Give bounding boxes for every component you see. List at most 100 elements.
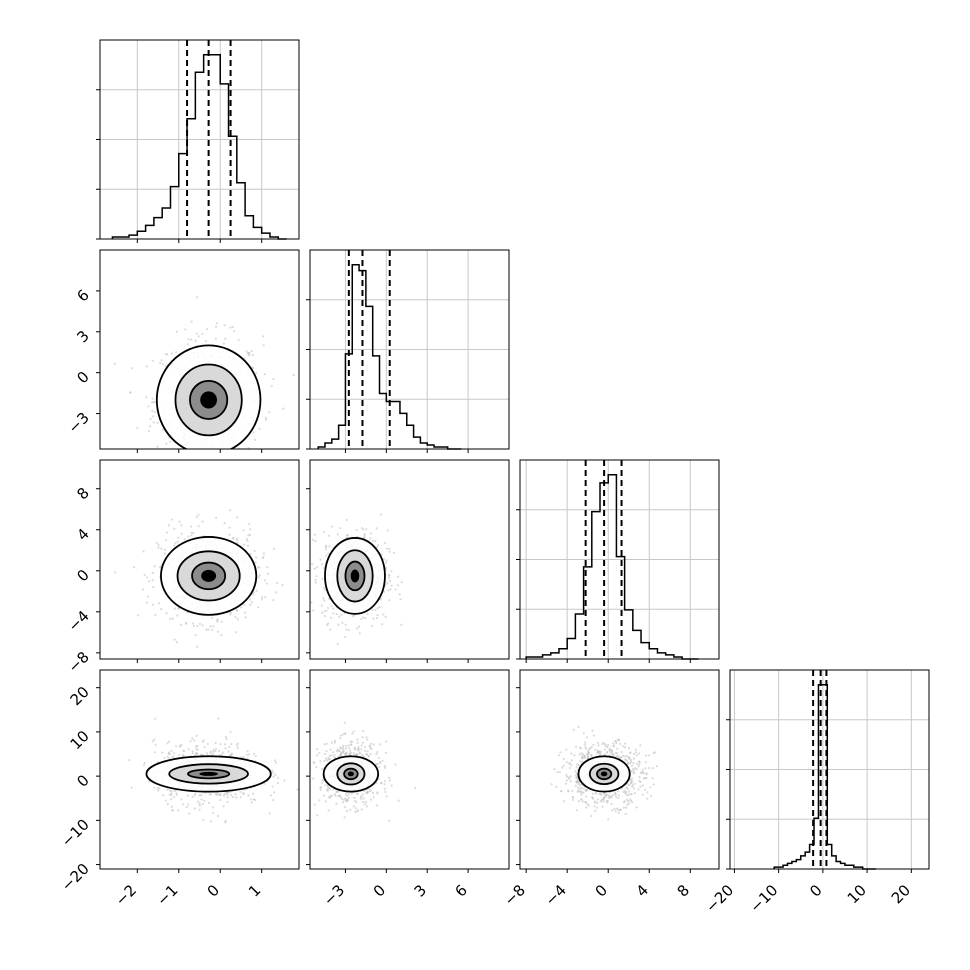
scatter-area-3-2 bbox=[550, 725, 658, 821]
sample-point bbox=[580, 798, 583, 801]
sample-point bbox=[366, 750, 369, 753]
sample-point bbox=[571, 789, 574, 793]
sample-point bbox=[252, 798, 256, 801]
sample-point bbox=[132, 565, 136, 569]
sample-point bbox=[292, 373, 295, 377]
histogram-0 bbox=[111, 53, 287, 240]
sample-point bbox=[194, 792, 197, 795]
sample-point bbox=[201, 803, 204, 806]
sample-point bbox=[222, 457, 224, 459]
y-tick-label: 3 bbox=[73, 327, 92, 346]
sample-point bbox=[231, 795, 234, 799]
sample-point bbox=[211, 811, 215, 815]
sample-point bbox=[569, 775, 572, 778]
sample-point bbox=[274, 773, 277, 777]
sample-point bbox=[352, 805, 355, 808]
sample-point bbox=[343, 816, 346, 819]
sample-point bbox=[258, 574, 261, 577]
sample-point bbox=[553, 768, 556, 771]
sample-point bbox=[313, 567, 316, 570]
sample-point bbox=[633, 792, 637, 795]
sample-point bbox=[218, 749, 221, 753]
y-tick-label: −4 bbox=[64, 607, 92, 635]
sample-point bbox=[643, 788, 647, 791]
sample-point bbox=[227, 750, 230, 753]
sample-point bbox=[152, 421, 155, 424]
sample-point bbox=[172, 756, 175, 759]
sample-point bbox=[202, 488, 204, 490]
sample-point bbox=[607, 796, 611, 799]
panel-3-3: −20 −10 0 10 20 bbox=[702, 669, 930, 916]
sample-point bbox=[360, 748, 363, 751]
sample-point bbox=[630, 781, 633, 785]
sample-point bbox=[362, 797, 365, 800]
x-tick-label: −3 bbox=[320, 881, 348, 909]
sample-point bbox=[339, 734, 343, 737]
sample-point bbox=[248, 533, 251, 536]
y-tick-label: −20 bbox=[58, 860, 93, 895]
sample-point bbox=[574, 745, 578, 748]
sample-point bbox=[175, 745, 178, 748]
sample-point bbox=[219, 798, 222, 802]
sample-point bbox=[360, 808, 363, 811]
sample-point bbox=[570, 752, 573, 755]
sample-point bbox=[175, 351, 178, 354]
sample-point bbox=[615, 741, 618, 745]
sample-point bbox=[379, 513, 383, 516]
sample-point bbox=[266, 572, 270, 575]
sample-point bbox=[205, 628, 208, 631]
sample-point bbox=[320, 604, 324, 607]
sample-point bbox=[248, 523, 251, 526]
sample-point bbox=[360, 617, 363, 621]
sample-point bbox=[220, 620, 223, 623]
sample-point bbox=[200, 794, 203, 797]
sample-point bbox=[592, 734, 595, 737]
sample-point bbox=[256, 566, 260, 569]
sample-point bbox=[323, 599, 326, 602]
sample-point bbox=[620, 750, 623, 754]
sample-point bbox=[633, 787, 636, 790]
sample-point bbox=[265, 582, 269, 585]
sample-point bbox=[359, 797, 363, 800]
sample-point bbox=[336, 748, 339, 751]
sample-point bbox=[352, 730, 355, 733]
sample-point bbox=[398, 593, 401, 596]
sample-point bbox=[579, 747, 583, 750]
sample-point bbox=[272, 771, 275, 774]
sample-point bbox=[637, 765, 640, 768]
sample-point bbox=[633, 782, 636, 785]
sample-point bbox=[173, 527, 176, 530]
sample-point bbox=[330, 754, 333, 757]
sample-point bbox=[613, 807, 616, 811]
sample-point bbox=[296, 788, 299, 791]
sample-point bbox=[236, 747, 239, 750]
sample-point bbox=[157, 543, 160, 546]
sample-point bbox=[165, 612, 168, 615]
sample-point bbox=[143, 761, 146, 764]
sample-point bbox=[192, 624, 195, 627]
sample-point bbox=[338, 615, 341, 618]
sample-point bbox=[387, 573, 391, 577]
sample-point bbox=[595, 806, 599, 809]
sample-point bbox=[199, 481, 201, 483]
sample-point bbox=[223, 522, 226, 525]
sample-point bbox=[169, 440, 172, 443]
sample-point bbox=[638, 763, 641, 766]
sample-point bbox=[191, 737, 194, 740]
sample-point bbox=[261, 596, 264, 599]
sample-point bbox=[195, 515, 198, 518]
sample-point bbox=[154, 613, 157, 616]
sample-point bbox=[216, 453, 218, 455]
sample-point bbox=[228, 745, 231, 748]
sample-point bbox=[558, 771, 561, 774]
sample-point bbox=[376, 750, 379, 754]
density-peak bbox=[201, 569, 217, 582]
x-tick-label: 4 bbox=[633, 881, 652, 900]
sample-point bbox=[137, 614, 140, 617]
sample-point bbox=[316, 566, 319, 569]
sample-point bbox=[141, 588, 145, 591]
sample-point bbox=[310, 601, 313, 604]
x-tick-label: −20 bbox=[702, 881, 737, 916]
y-tick-label: −8 bbox=[64, 648, 92, 676]
sample-point bbox=[160, 608, 163, 611]
